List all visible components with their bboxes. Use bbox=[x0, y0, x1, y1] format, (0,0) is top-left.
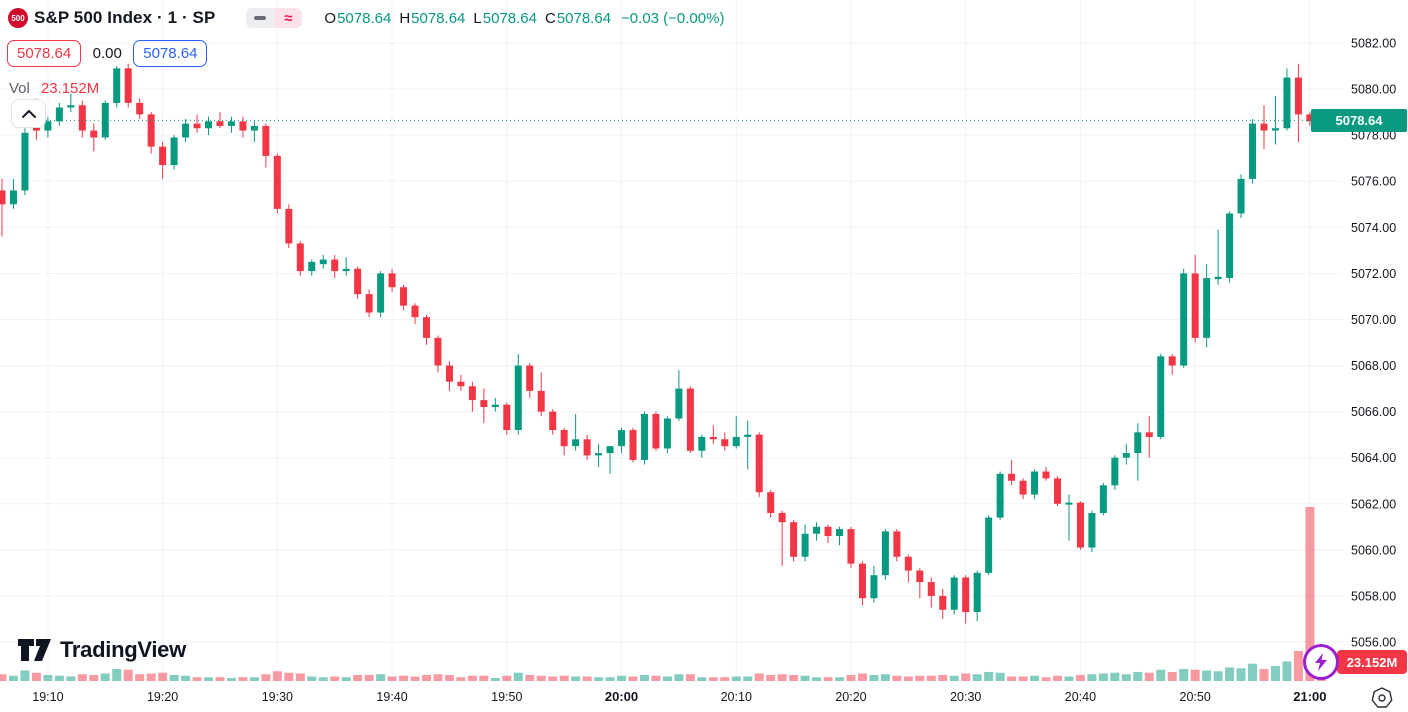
dash-icon bbox=[254, 16, 267, 20]
flash-boost-button[interactable] bbox=[1303, 644, 1339, 680]
close-value: 5078.64 bbox=[556, 9, 612, 27]
svg-text:19:10: 19:10 bbox=[32, 690, 63, 704]
volume-value: 23.152M bbox=[40, 80, 100, 97]
high-label: H bbox=[399, 9, 411, 27]
volume-label: Vol bbox=[9, 80, 30, 97]
price-axis[interactable]: 5082.00 5080.00 5078.00 5076.00 5074.00 5072.… bbox=[1351, 37, 1396, 650]
svg-text:5068.00: 5068.00 bbox=[1351, 359, 1396, 373]
low-value: 5078.64 bbox=[482, 9, 537, 27]
svg-text:5070.00: 5070.00 bbox=[1351, 313, 1396, 327]
svg-text:5082.00: 5082.00 bbox=[1351, 37, 1396, 51]
sell-button[interactable]: 5078.64 bbox=[7, 40, 82, 67]
market-status-pills: ≈ bbox=[246, 8, 303, 28]
svg-text:19:30: 19:30 bbox=[262, 690, 293, 704]
svg-text:5066.00: 5066.00 bbox=[1351, 405, 1396, 419]
high-value: 5078.64 bbox=[411, 9, 466, 27]
svg-text:20:10: 20:10 bbox=[721, 690, 752, 704]
change-value: −0.03 (−0.00%) bbox=[621, 9, 725, 27]
svg-text:5078.00: 5078.00 bbox=[1351, 129, 1396, 143]
last-volume-badge: 23.152M bbox=[1337, 650, 1407, 674]
collapse-legend-button[interactable] bbox=[11, 99, 46, 128]
low-label: L bbox=[473, 9, 482, 27]
data-mode-button[interactable] bbox=[246, 8, 275, 28]
svg-text:20:50: 20:50 bbox=[1180, 690, 1211, 704]
svg-text:5074.00: 5074.00 bbox=[1351, 221, 1396, 235]
svg-text:19:40: 19:40 bbox=[376, 690, 407, 704]
spread-value: 0.00 bbox=[92, 45, 122, 62]
svg-text:19:20: 19:20 bbox=[147, 690, 178, 704]
grid-layer bbox=[0, 0, 1343, 683]
svg-text:20:40: 20:40 bbox=[1065, 690, 1096, 704]
delayed-data-button[interactable]: ≈ bbox=[274, 8, 303, 28]
svg-text:19:50: 19:50 bbox=[491, 690, 522, 704]
svg-text:5076.00: 5076.00 bbox=[1351, 175, 1396, 189]
tradingview-logo[interactable]: TradingView bbox=[18, 636, 186, 664]
svg-text:20:00: 20:00 bbox=[605, 689, 638, 704]
tradingview-logo-icon bbox=[18, 639, 51, 661]
open-value: 5078.64 bbox=[337, 9, 392, 27]
ohlc-values: O 5078.64 H 5078.64 L 5078.64 C 5078.64 … bbox=[324, 10, 724, 27]
time-axis[interactable]: 19:10 19:20 19:30 19:40 19:50 20:00 20:10 20:20… bbox=[32, 689, 1326, 704]
open-label: O bbox=[324, 9, 337, 27]
trade-panel: 5078.64 0.00 5078.64 bbox=[7, 40, 208, 67]
svg-text:21:00: 21:00 bbox=[1293, 689, 1326, 704]
buy-button[interactable]: 5078.64 bbox=[133, 40, 208, 67]
volume-legend: Vol 23.152M bbox=[9, 80, 99, 97]
approx-icon: ≈ bbox=[284, 9, 293, 27]
svg-text:5080.00: 5080.00 bbox=[1351, 83, 1396, 97]
last-price-badge: 5078.64 bbox=[1311, 108, 1407, 132]
sp500-logo-icon: 500 bbox=[8, 8, 28, 28]
lightning-icon bbox=[1315, 653, 1327, 671]
svg-text:5060.00: 5060.00 bbox=[1351, 543, 1396, 557]
svg-text:5062.00: 5062.00 bbox=[1351, 497, 1396, 511]
time-axis-settings-button[interactable] bbox=[1368, 686, 1396, 710]
tradingview-logo-text: TradingView bbox=[60, 637, 186, 662]
close-label: C bbox=[544, 9, 556, 27]
settings-heptagon-icon bbox=[1371, 687, 1393, 708]
candles-layer bbox=[0, 63, 1325, 624]
svg-text:5056.00: 5056.00 bbox=[1351, 636, 1396, 650]
svg-text:20:20: 20:20 bbox=[835, 690, 866, 704]
symbol-row: 500 S&P 500 Index · 1 · SP ≈ O 5078.64 H… bbox=[8, 8, 724, 28]
symbol-title[interactable]: S&P 500 Index · 1 · SP bbox=[34, 8, 216, 27]
svg-text:5058.00: 5058.00 bbox=[1351, 589, 1396, 603]
svg-text:5064.00: 5064.00 bbox=[1351, 451, 1396, 465]
svg-text:20:30: 20:30 bbox=[950, 690, 981, 704]
svg-text:5072.00: 5072.00 bbox=[1351, 267, 1396, 281]
chevron-up-icon bbox=[21, 109, 36, 118]
volume-layer bbox=[0, 507, 1326, 681]
